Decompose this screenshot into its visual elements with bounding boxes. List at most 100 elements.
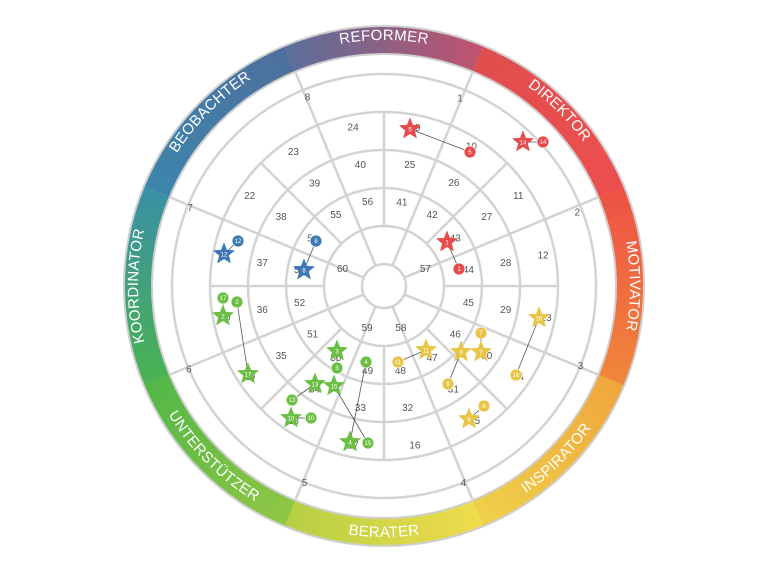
circle-marker-number: 3 xyxy=(335,366,339,372)
marker-pair-yellow-14: 99 xyxy=(441,340,473,391)
red-circle-marker xyxy=(452,262,466,276)
position-number-23: 23 xyxy=(288,147,300,158)
position-number-44: 44 xyxy=(463,265,475,276)
green-circle-marker xyxy=(359,355,373,369)
circle-marker-number: 12 xyxy=(235,239,242,245)
circle-marker-number: 10 xyxy=(308,416,315,422)
circle-marker-number: 8 xyxy=(314,239,318,245)
position-number-33: 33 xyxy=(355,403,367,414)
green-star-marker xyxy=(325,339,349,361)
yellow-star-marker xyxy=(414,338,438,360)
grid-ring-1 xyxy=(360,262,408,310)
grid-spoke-major xyxy=(403,196,599,279)
type-label-motivator: MOTIVATOR xyxy=(622,239,643,332)
position-number-31: 31 xyxy=(448,384,460,395)
position-number-5: 5 xyxy=(302,478,308,489)
position-number-26: 26 xyxy=(448,178,460,189)
marker-pair-yellow-15: 77 xyxy=(469,326,493,362)
marker-pair-green-12: 44 xyxy=(338,355,373,452)
position-number-6: 6 xyxy=(186,364,192,375)
position-number-39: 39 xyxy=(309,179,321,190)
yellow-circle-marker xyxy=(391,355,405,369)
type-label-berater: BERATER xyxy=(348,522,421,541)
position-number-46: 46 xyxy=(450,330,462,341)
circle-marker-number: 17 xyxy=(220,296,227,302)
grid-ring-6 xyxy=(170,72,598,500)
position-number-48: 48 xyxy=(395,366,407,377)
position-number-28: 28 xyxy=(500,258,512,269)
grid-spoke-minor xyxy=(260,327,343,410)
yellow-circle-marker xyxy=(474,326,488,340)
red-star-marker xyxy=(435,230,459,252)
position-number-3: 3 xyxy=(578,361,584,372)
green-star-marker xyxy=(322,374,346,396)
marker-pair-yellow-13: 11 11 xyxy=(391,338,438,369)
position-number-59: 59 xyxy=(362,323,374,334)
ring-segment-inspirator xyxy=(472,374,624,526)
red-star-marker xyxy=(511,130,535,152)
circle-marker-number: 16 xyxy=(513,373,520,379)
blue-star-marker xyxy=(292,258,316,280)
yellow-circle-marker xyxy=(441,377,455,391)
star-marker-number: 14 xyxy=(520,141,527,147)
star-marker-number: 7 xyxy=(479,351,483,357)
position-number-16: 16 xyxy=(409,441,421,452)
grid-spoke-minor xyxy=(260,162,343,245)
green-circle-marker xyxy=(216,291,230,305)
grid-spoke-major xyxy=(391,305,474,501)
ring-segment-motivator xyxy=(598,186,643,386)
position-number-27: 27 xyxy=(481,212,493,223)
star-marker-number: 9 xyxy=(459,351,463,357)
position-number-51: 51 xyxy=(307,330,319,341)
ring-segment-direktor xyxy=(472,46,624,198)
marker-pair-green-9: 13 13 xyxy=(285,372,327,407)
circle-marker-number: 13 xyxy=(289,398,296,404)
marker-connector xyxy=(236,301,249,375)
blue-star-marker xyxy=(212,242,236,264)
grid-spoke-minor xyxy=(425,162,508,245)
marker-connector xyxy=(333,385,369,444)
circle-marker-number: 2 xyxy=(235,300,239,306)
position-number-32: 32 xyxy=(402,403,414,414)
position-number-15: 15 xyxy=(469,416,481,427)
position-number-55: 55 xyxy=(330,210,342,221)
ring-segment-beobachter xyxy=(144,46,296,198)
grid-spoke-major xyxy=(403,293,599,376)
ring-segment-koordinator xyxy=(125,186,170,386)
green-circle-marker xyxy=(230,295,244,309)
marker-pair-green-6: 2 17 xyxy=(211,291,235,326)
yellow-star-marker xyxy=(527,306,551,328)
position-number-36: 36 xyxy=(257,305,269,316)
green-star-marker xyxy=(211,304,235,326)
type-label-reformer: REFORMER xyxy=(338,27,430,48)
position-number-8: 8 xyxy=(305,92,311,103)
marker-pair-red-2: 14 14 xyxy=(511,130,550,152)
position-number-50: 50 xyxy=(330,353,342,364)
circle-marker-number: 15 xyxy=(365,441,372,447)
position-number-60: 60 xyxy=(337,264,349,275)
circle-marker-number: 11 xyxy=(395,360,402,366)
wheel-grid xyxy=(169,71,599,501)
position-number-2: 2 xyxy=(574,207,580,218)
blue-circle-marker xyxy=(231,234,245,248)
marker-pair-green-7: 17 2 xyxy=(230,295,260,384)
grid-spoke-major xyxy=(294,71,377,267)
position-number-30: 30 xyxy=(481,351,493,362)
star-marker-number: 3 xyxy=(335,350,339,356)
position-number-29: 29 xyxy=(500,305,512,316)
star-marker-number: 6 xyxy=(467,418,471,424)
marker-pair-blue-5: 88 xyxy=(292,234,323,280)
yellow-circle-marker xyxy=(509,368,523,382)
position-number-1: 1 xyxy=(457,93,463,104)
position-number-11: 11 xyxy=(513,191,524,202)
star-marker-number: 4 xyxy=(348,441,352,447)
green-star-marker xyxy=(279,406,303,428)
marker-pair-green-8: 33 xyxy=(325,339,349,375)
marker-connector xyxy=(409,128,471,153)
star-marker-number: 10 xyxy=(288,417,295,423)
position-number-38: 38 xyxy=(276,212,288,223)
green-circle-marker xyxy=(304,411,318,425)
